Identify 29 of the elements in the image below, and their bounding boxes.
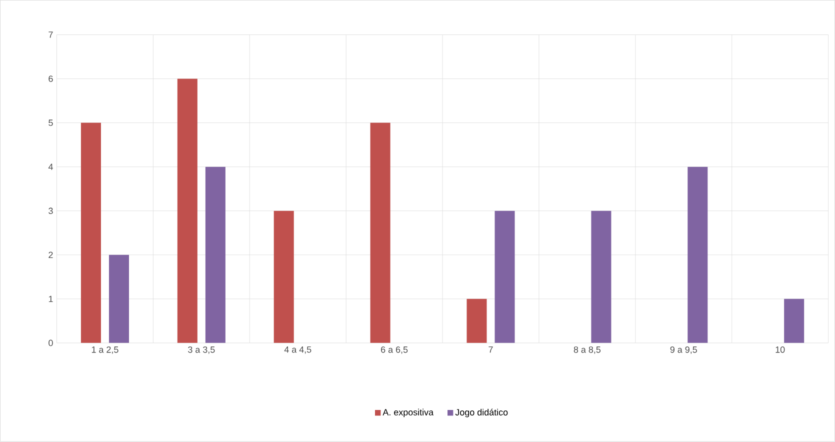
x-tick-label: 4 a 4,5 [284,346,312,354]
x-tick-label: 9 a 9,5 [670,346,697,354]
bar [177,78,198,344]
bar [466,299,487,344]
bar [784,299,804,344]
bar [688,166,708,344]
bar [494,210,515,344]
x-tick-label: 8 a 8,5 [574,346,601,354]
y-tick-label: 2 [48,252,53,258]
y-tick-label: 4 [48,164,53,170]
bar [274,210,294,344]
bar [108,255,129,344]
y-tick-label: 7 [48,32,53,38]
y-tick-label: 3 [48,208,53,214]
x-tick-label: 3 a 3,5 [188,346,215,354]
bar [370,122,390,344]
x-tick-label: 7 [488,346,493,353]
y-tick-label: 1 [48,296,53,302]
bar [205,166,226,344]
legend-label: Jogo didático [455,408,508,418]
y-tick-label: 6 [48,76,53,82]
x-tick-label: 10 [776,346,785,353]
y-tick-label: 0 [48,340,53,346]
x-tick-label: 1 a 2,5 [92,346,118,354]
bar [80,122,101,344]
bar [591,210,612,344]
x-tick-label: 6 a 6,5 [381,346,408,354]
y-tick-label: 5 [48,120,53,126]
legend-label: A. expositiva [382,408,434,418]
